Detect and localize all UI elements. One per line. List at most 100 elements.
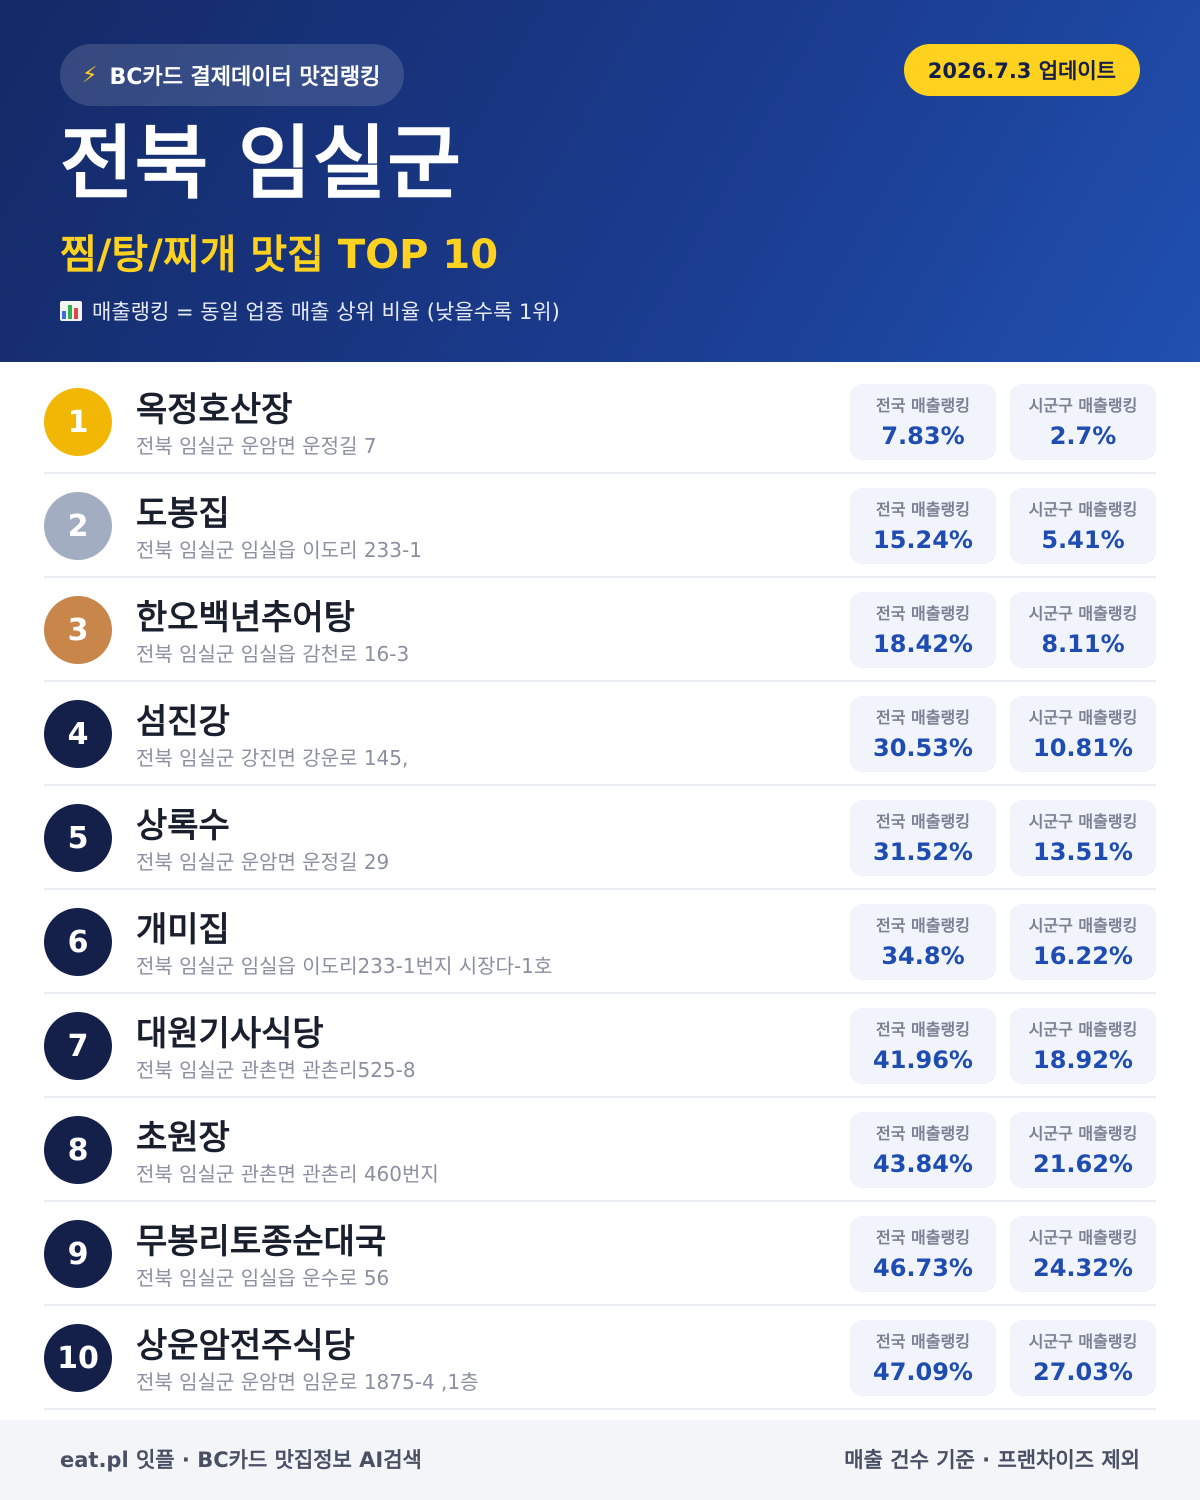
lightning-bolt-icon: ⚡ xyxy=(82,62,98,88)
restaurant-list: 1 옥정호산장 전북 임실군 운암면 운정길 7 전국 매출랭킹 7.83% 시… xyxy=(44,370,1156,1410)
national-ranking-label: 전국 매출랭킹 xyxy=(876,812,970,831)
local-ranking-label: 시군구 매출랭킹 xyxy=(1028,604,1138,623)
national-ranking-label: 전국 매출랭킹 xyxy=(876,1332,970,1351)
local-ranking-label: 시군구 매출랭킹 xyxy=(1028,916,1138,935)
restaurant-name: 대원기사식당 xyxy=(136,1014,324,1054)
local-ranking: 시군구 매출랭킹 10.81% xyxy=(1010,696,1156,772)
national-ranking: 전국 매출랭킹 31.52% xyxy=(850,800,996,876)
national-ranking-label: 전국 매출랭킹 xyxy=(876,1124,970,1143)
national-ranking: 전국 매출랭킹 7.83% xyxy=(850,384,996,460)
rank-badge: 1 xyxy=(44,388,112,456)
rank-badge: 8 xyxy=(44,1116,112,1184)
local-ranking-value: 18.92% xyxy=(1033,1046,1133,1074)
national-ranking-value: 18.42% xyxy=(873,630,973,658)
list-item[interactable]: 1 옥정호산장 전북 임실군 운암면 운정길 7 전국 매출랭킹 7.83% 시… xyxy=(44,370,1156,474)
local-ranking-label: 시군구 매출랭킹 xyxy=(1028,1228,1138,1247)
restaurant-address: 전북 임실군 임실읍 감천로 16-3 xyxy=(136,642,410,666)
rank-badge: 5 xyxy=(44,804,112,872)
rank-badge: 7 xyxy=(44,1012,112,1080)
rank-badge: 3 xyxy=(44,596,112,664)
restaurant-name: 개미집 xyxy=(136,910,230,950)
restaurant-address: 전북 임실군 임실읍 이도리233-1번지 시장다-1호 xyxy=(136,954,553,978)
national-ranking-value: 31.52% xyxy=(873,838,973,866)
local-ranking-label: 시군구 매출랭킹 xyxy=(1028,812,1138,831)
local-ranking-label: 시군구 매출랭킹 xyxy=(1028,1332,1138,1351)
local-ranking: 시군구 매출랭킹 2.7% xyxy=(1010,384,1156,460)
local-ranking: 시군구 매출랭킹 5.41% xyxy=(1010,488,1156,564)
restaurant-name: 초원장 xyxy=(136,1118,230,1158)
header-banner: ⚡ BC카드 결제데이터 맛집랭킹 2026.7.3 업데이트 전북 임실군 찜… xyxy=(0,0,1200,362)
local-ranking: 시군구 매출랭킹 16.22% xyxy=(1010,904,1156,980)
local-ranking-value: 2.7% xyxy=(1049,422,1117,450)
restaurant-address: 전북 임실군 운암면 운정길 7 xyxy=(136,434,377,458)
national-ranking-value: 34.8% xyxy=(881,942,965,970)
restaurant-address: 전북 임실군 관촌면 관촌리 460번지 xyxy=(136,1162,439,1186)
bar-chart-icon xyxy=(60,301,82,321)
local-ranking: 시군구 매출랭킹 21.62% xyxy=(1010,1112,1156,1188)
footer: eat.pl 잇플 · BC카드 맛집정보 AI검색 매출 건수 기준 · 프랜… xyxy=(0,1420,1200,1500)
list-item[interactable]: 9 무봉리토종순대국 전북 임실군 임실읍 운수로 56 전국 매출랭킹 46.… xyxy=(44,1202,1156,1306)
local-ranking-label: 시군구 매출랭킹 xyxy=(1028,1020,1138,1039)
local-ranking: 시군구 매출랭킹 27.03% xyxy=(1010,1320,1156,1396)
restaurant-name: 옥정호산장 xyxy=(136,390,293,430)
rank-badge: 10 xyxy=(44,1324,112,1392)
ranking-legend: 매출랭킹 = 동일 업종 매출 상위 비율 (낮을수록 1위) xyxy=(60,296,560,326)
restaurant-address: 전북 임실군 운암면 임운로 1875-4 ,1층 xyxy=(136,1370,479,1394)
list-item[interactable]: 2 도봉집 전북 임실군 임실읍 이도리 233-1 전국 매출랭킹 15.24… xyxy=(44,474,1156,578)
local-ranking-value: 13.51% xyxy=(1033,838,1133,866)
local-ranking-value: 16.22% xyxy=(1033,942,1133,970)
restaurant-address: 전북 임실군 강진면 강운로 145, xyxy=(136,746,409,770)
page-subtitle: 찜/탕/찌개 맛집 TOP 10 xyxy=(60,232,499,278)
national-ranking: 전국 매출랭킹 41.96% xyxy=(850,1008,996,1084)
national-ranking-value: 47.09% xyxy=(873,1358,973,1386)
local-ranking-label: 시군구 매출랭킹 xyxy=(1028,500,1138,519)
rank-badge: 4 xyxy=(44,700,112,768)
local-ranking: 시군구 매출랭킹 8.11% xyxy=(1010,592,1156,668)
national-ranking: 전국 매출랭킹 47.09% xyxy=(850,1320,996,1396)
national-ranking: 전국 매출랭킹 46.73% xyxy=(850,1216,996,1292)
national-ranking-value: 46.73% xyxy=(873,1254,973,1282)
national-ranking-value: 30.53% xyxy=(873,734,973,762)
national-ranking-value: 41.96% xyxy=(873,1046,973,1074)
list-item[interactable]: 5 상록수 전북 임실군 운암면 운정길 29 전국 매출랭킹 31.52% 시… xyxy=(44,786,1156,890)
local-ranking-label: 시군구 매출랭킹 xyxy=(1028,1124,1138,1143)
restaurant-name: 한오백년추어탕 xyxy=(136,598,355,638)
local-ranking-label: 시군구 매출랭킹 xyxy=(1028,396,1138,415)
national-ranking: 전국 매출랭킹 34.8% xyxy=(850,904,996,980)
list-item[interactable]: 7 대원기사식당 전북 임실군 관촌면 관촌리525-8 전국 매출랭킹 41.… xyxy=(44,994,1156,1098)
list-item[interactable]: 6 개미집 전북 임실군 임실읍 이도리233-1번지 시장다-1호 전국 매출… xyxy=(44,890,1156,994)
source-badge: ⚡ BC카드 결제데이터 맛집랭킹 xyxy=(60,44,405,106)
restaurant-name: 도봉집 xyxy=(136,494,230,534)
local-ranking-value: 27.03% xyxy=(1033,1358,1133,1386)
local-ranking-value: 8.11% xyxy=(1041,630,1125,658)
national-ranking: 전국 매출랭킹 30.53% xyxy=(850,696,996,772)
list-item[interactable]: 3 한오백년추어탕 전북 임실군 임실읍 감천로 16-3 전국 매출랭킹 18… xyxy=(44,578,1156,682)
restaurant-address: 전북 임실군 임실읍 운수로 56 xyxy=(136,1266,390,1290)
local-ranking: 시군구 매출랭킹 18.92% xyxy=(1010,1008,1156,1084)
source-label: BC카드 결제데이터 맛집랭킹 xyxy=(109,65,381,90)
local-ranking-value: 10.81% xyxy=(1033,734,1133,762)
restaurant-address: 전북 임실군 운암면 운정길 29 xyxy=(136,850,390,874)
page-title: 전북 임실군 xyxy=(60,117,462,210)
local-ranking: 시군구 매출랭킹 13.51% xyxy=(1010,800,1156,876)
rank-badge: 6 xyxy=(44,908,112,976)
restaurant-name: 상록수 xyxy=(136,806,230,846)
restaurant-address: 전북 임실군 관촌면 관촌리525-8 xyxy=(136,1058,416,1082)
national-ranking-label: 전국 매출랭킹 xyxy=(876,396,970,415)
rank-badge: 2 xyxy=(44,492,112,560)
footer-note: 매출 건수 기준 · 프랜차이즈 제외 xyxy=(844,1448,1140,1472)
national-ranking: 전국 매출랭킹 18.42% xyxy=(850,592,996,668)
national-ranking: 전국 매출랭킹 15.24% xyxy=(850,488,996,564)
local-ranking-label: 시군구 매출랭킹 xyxy=(1028,708,1138,727)
local-ranking: 시군구 매출랭킹 24.32% xyxy=(1010,1216,1156,1292)
national-ranking-label: 전국 매출랭킹 xyxy=(876,708,970,727)
legend-text: 매출랭킹 = 동일 업종 매출 상위 비율 (낮을수록 1위) xyxy=(92,300,560,324)
list-item[interactable]: 10 상운암전주식당 전북 임실군 운암면 임운로 1875-4 ,1층 전국 … xyxy=(44,1306,1156,1410)
national-ranking: 전국 매출랭킹 43.84% xyxy=(850,1112,996,1188)
national-ranking-label: 전국 매출랭킹 xyxy=(876,604,970,623)
list-item[interactable]: 4 섬진강 전북 임실군 강진면 강운로 145, 전국 매출랭킹 30.53%… xyxy=(44,682,1156,786)
update-badge: 2026.7.3 업데이트 xyxy=(903,44,1140,96)
restaurant-address: 전북 임실군 임실읍 이도리 233-1 xyxy=(136,538,422,562)
local-ranking-value: 24.32% xyxy=(1033,1254,1133,1282)
list-item[interactable]: 8 초원장 전북 임실군 관촌면 관촌리 460번지 전국 매출랭킹 43.84… xyxy=(44,1098,1156,1202)
